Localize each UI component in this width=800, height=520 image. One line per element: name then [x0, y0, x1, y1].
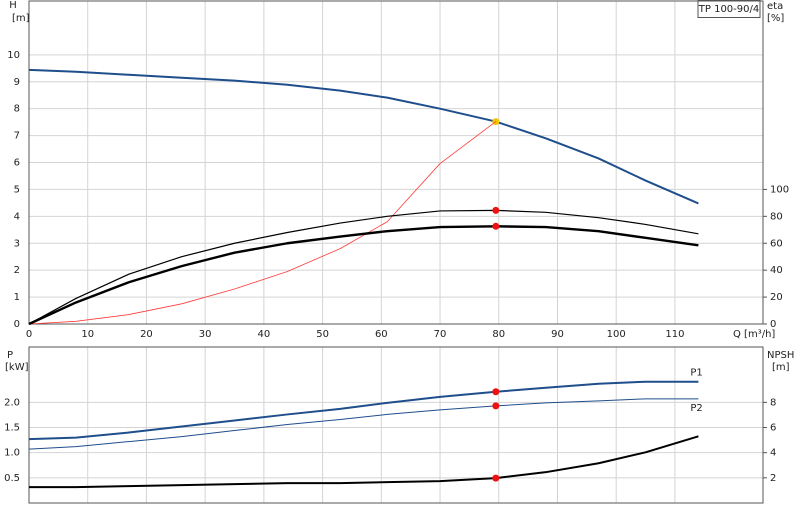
- plot-frame: [28, 346, 764, 504]
- x-tick-label: 90: [551, 329, 564, 340]
- duty-point: [492, 474, 500, 482]
- curve: [29, 435, 699, 489]
- y2-tick-label: 8: [770, 397, 776, 408]
- y2-tick-label: 60: [770, 238, 783, 249]
- y-tick-label: 4: [14, 211, 20, 222]
- plot-frame: [28, 0, 764, 325]
- duty-point: [492, 402, 500, 410]
- x-tick-label: 100: [607, 329, 626, 340]
- x-tick-label: 60: [375, 329, 388, 340]
- curve: [28, 398, 699, 450]
- pump-label: TP 100-90/4: [698, 4, 759, 15]
- x-tick-label: 50: [316, 329, 329, 340]
- curve: [28, 380, 699, 441]
- y2-tick-label: 0: [770, 319, 776, 330]
- x-tick-label: 0: [26, 329, 32, 340]
- x-tick-label: 30: [199, 329, 212, 340]
- y2-tick-label: 2: [770, 473, 776, 484]
- y-axis-unit: [kW]: [5, 362, 29, 373]
- x-tick-label: 40: [258, 329, 271, 340]
- y2-tick-label: 6: [770, 423, 776, 434]
- curve: [28, 225, 699, 326]
- y-tick-label: 1.0: [4, 448, 20, 459]
- y-tick-label: 10: [7, 50, 20, 61]
- y-tick-label: 8: [14, 104, 20, 115]
- series-label: P2: [690, 403, 702, 414]
- y-axis-label: H: [9, 0, 17, 11]
- x-tick-label: 70: [434, 329, 447, 340]
- y2-tick-label: 20: [770, 292, 783, 303]
- x-tick-label: 20: [140, 329, 153, 340]
- duty-point: [492, 388, 500, 396]
- duty-point: [492, 206, 500, 214]
- y-tick-label: 9: [14, 77, 20, 88]
- y2-axis-unit: [%]: [767, 13, 784, 24]
- y-tick-label: 5: [14, 184, 20, 195]
- y2-axis-label: NPSH: [767, 350, 794, 361]
- y-tick-label: 1.5: [4, 423, 20, 434]
- y-tick-label: 2: [14, 265, 20, 276]
- x-tick-label: 10: [81, 329, 94, 340]
- y2-tick-label: 80: [770, 211, 783, 222]
- y2-axis-unit: [m]: [772, 362, 790, 373]
- y-tick-label: 1: [14, 292, 20, 303]
- series-label: P1: [690, 368, 702, 379]
- y-axis-label: P: [7, 350, 13, 361]
- y2-tick-label: 100: [770, 184, 789, 195]
- y-tick-label: 0: [14, 319, 20, 330]
- curve: [28, 68, 699, 205]
- y-axis-unit: [m]: [12, 13, 30, 24]
- y2-tick-label: 40: [770, 265, 783, 276]
- y-tick-label: 3: [14, 238, 20, 249]
- y2-axis-label: eta: [767, 1, 783, 12]
- x-tick-label: 110: [665, 329, 684, 340]
- y-tick-label: 7: [14, 131, 20, 142]
- y2-tick-label: 4: [770, 448, 776, 459]
- duty-point: [492, 222, 500, 230]
- y-tick-label: 2.0: [4, 397, 20, 408]
- y-tick-label: 6: [14, 158, 20, 169]
- x-axis-label: Q [m³/h]: [733, 329, 775, 340]
- curve: [28, 121, 497, 325]
- curve: [28, 209, 699, 325]
- x-tick-label: 80: [492, 329, 505, 340]
- y-tick-label: 0.5: [4, 473, 20, 484]
